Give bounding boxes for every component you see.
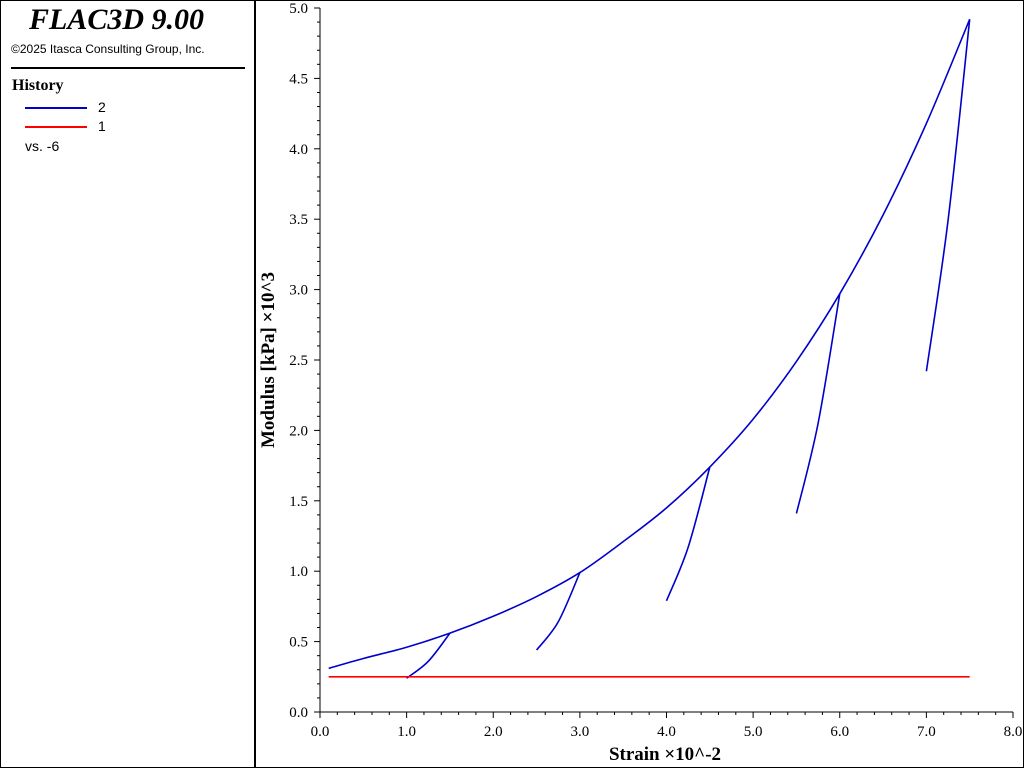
x-tick-label: 4.0 [657, 724, 676, 740]
x-tick-label: 0.0 [311, 724, 330, 740]
series-2-segment-6 [925, 19, 971, 372]
series-2-segment-5 [795, 293, 841, 514]
legend-panel: FLAC3D 9.00 ©2025 Itasca Consulting Grou… [1, 1, 256, 767]
x-tick-label: 8.0 [1004, 724, 1023, 740]
y-tick-label: 4.5 [289, 71, 308, 87]
x-axis-title: Strain ×10^-2 [609, 744, 721, 765]
y-tick-label: 2.5 [289, 353, 308, 369]
legend-label-2: 2 [98, 99, 106, 115]
x-tick-label: 6.0 [830, 724, 849, 740]
x-tick-label: 1.0 [397, 724, 416, 740]
series-2-segment-3 [535, 572, 581, 651]
y-axis-title: Modulus [kPa] ×10^3 [258, 272, 279, 448]
x-tick-label: 2.0 [484, 724, 503, 740]
x-tick-label: 3.0 [571, 724, 590, 740]
y-tick-label: 3.5 [289, 212, 308, 228]
legend-swatch-2 [25, 107, 87, 109]
app-title: FLAC3D 9.00 [29, 3, 205, 36]
legend-vs-label: vs. -6 [25, 138, 60, 154]
x-tick-label: 7.0 [917, 724, 936, 740]
copyright-notice: ©2025 Itasca Consulting Group, Inc. [11, 42, 205, 56]
y-tick-label: 4.0 [289, 142, 308, 158]
legend-entry-2: 2 [25, 99, 225, 117]
series-2-segment-4 [665, 466, 711, 602]
y-tick-label: 1.5 [289, 494, 308, 510]
y-tick-label: 5.0 [289, 1, 308, 17]
y-tick-label: 1.0 [289, 564, 308, 580]
y-tick-label: 2.0 [289, 423, 308, 439]
y-tick-label: 0.0 [289, 705, 308, 721]
series-2-segment-1 [328, 18, 971, 670]
legend-heading: History [12, 77, 64, 94]
y-tick-label: 0.5 [289, 635, 308, 651]
legend-swatch-1 [25, 126, 87, 128]
y-tick-label: 3.0 [289, 283, 308, 299]
series-2-segment-2 [406, 632, 451, 679]
legend-label-1: 1 [98, 118, 106, 134]
title-divider [11, 67, 245, 69]
legend-entry-1: 1 [25, 118, 225, 136]
x-tick-label: 5.0 [744, 724, 763, 740]
axes: 0.0 0.5 1.0 1.5 2.0 2.5 3.0 3.5 4.0 4.5 5.0 0.0 1.0 2… [289, 1, 1022, 740]
series-layer [328, 18, 971, 679]
